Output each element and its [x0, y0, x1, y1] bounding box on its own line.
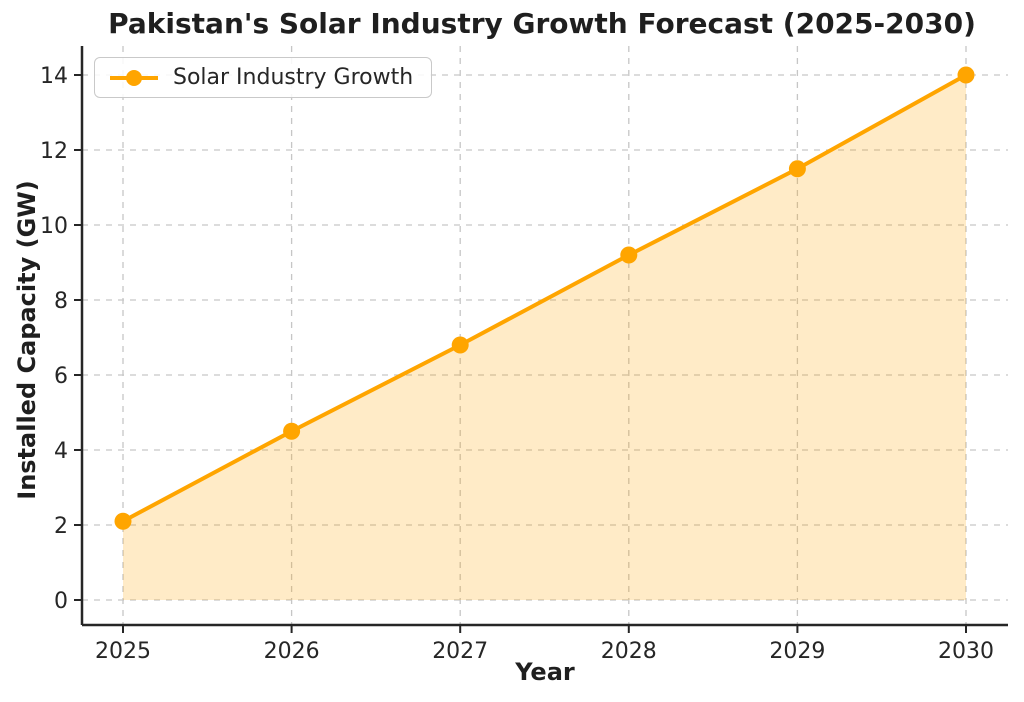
- y-tick-label-8: 8: [54, 289, 68, 314]
- y-tick-label-2: 2: [54, 514, 68, 539]
- data-point-2029: [788, 160, 806, 178]
- y-axis-label: Installed Capacity (GW): [13, 180, 41, 500]
- legend-line-marker-icon: [110, 69, 158, 86]
- legend: Solar Industry Growth: [94, 57, 433, 98]
- data-point-2028: [620, 246, 638, 264]
- y-tick-label-12: 12: [40, 139, 68, 164]
- area-fill: [123, 75, 966, 600]
- x-tick-label-2029: 2029: [769, 639, 825, 664]
- y-tick-label-6: 6: [54, 364, 68, 389]
- data-point-2026: [283, 422, 301, 440]
- chart-title: Pakistan's Solar Industry Growth Forecas…: [108, 7, 976, 40]
- x-axis-label: Year: [515, 658, 575, 686]
- y-tick-label-14: 14: [40, 64, 68, 89]
- x-tick-label-2025: 2025: [95, 639, 151, 664]
- y-tick-label-4: 4: [54, 439, 68, 464]
- data-point-2027: [451, 336, 469, 354]
- series-line: [121, 73, 968, 524]
- y-tick-label-0: 0: [54, 589, 68, 614]
- x-tick-label-2030: 2030: [938, 639, 994, 664]
- y-tick-label-10: 10: [40, 214, 68, 239]
- x-tick-label-2028: 2028: [601, 639, 657, 664]
- x-tick-label-2026: 2026: [264, 639, 320, 664]
- data-point-2030: [957, 66, 975, 84]
- legend-label: Solar Industry Growth: [173, 65, 414, 90]
- x-tick-label-2027: 2027: [432, 639, 488, 664]
- data-point-2025: [114, 512, 132, 530]
